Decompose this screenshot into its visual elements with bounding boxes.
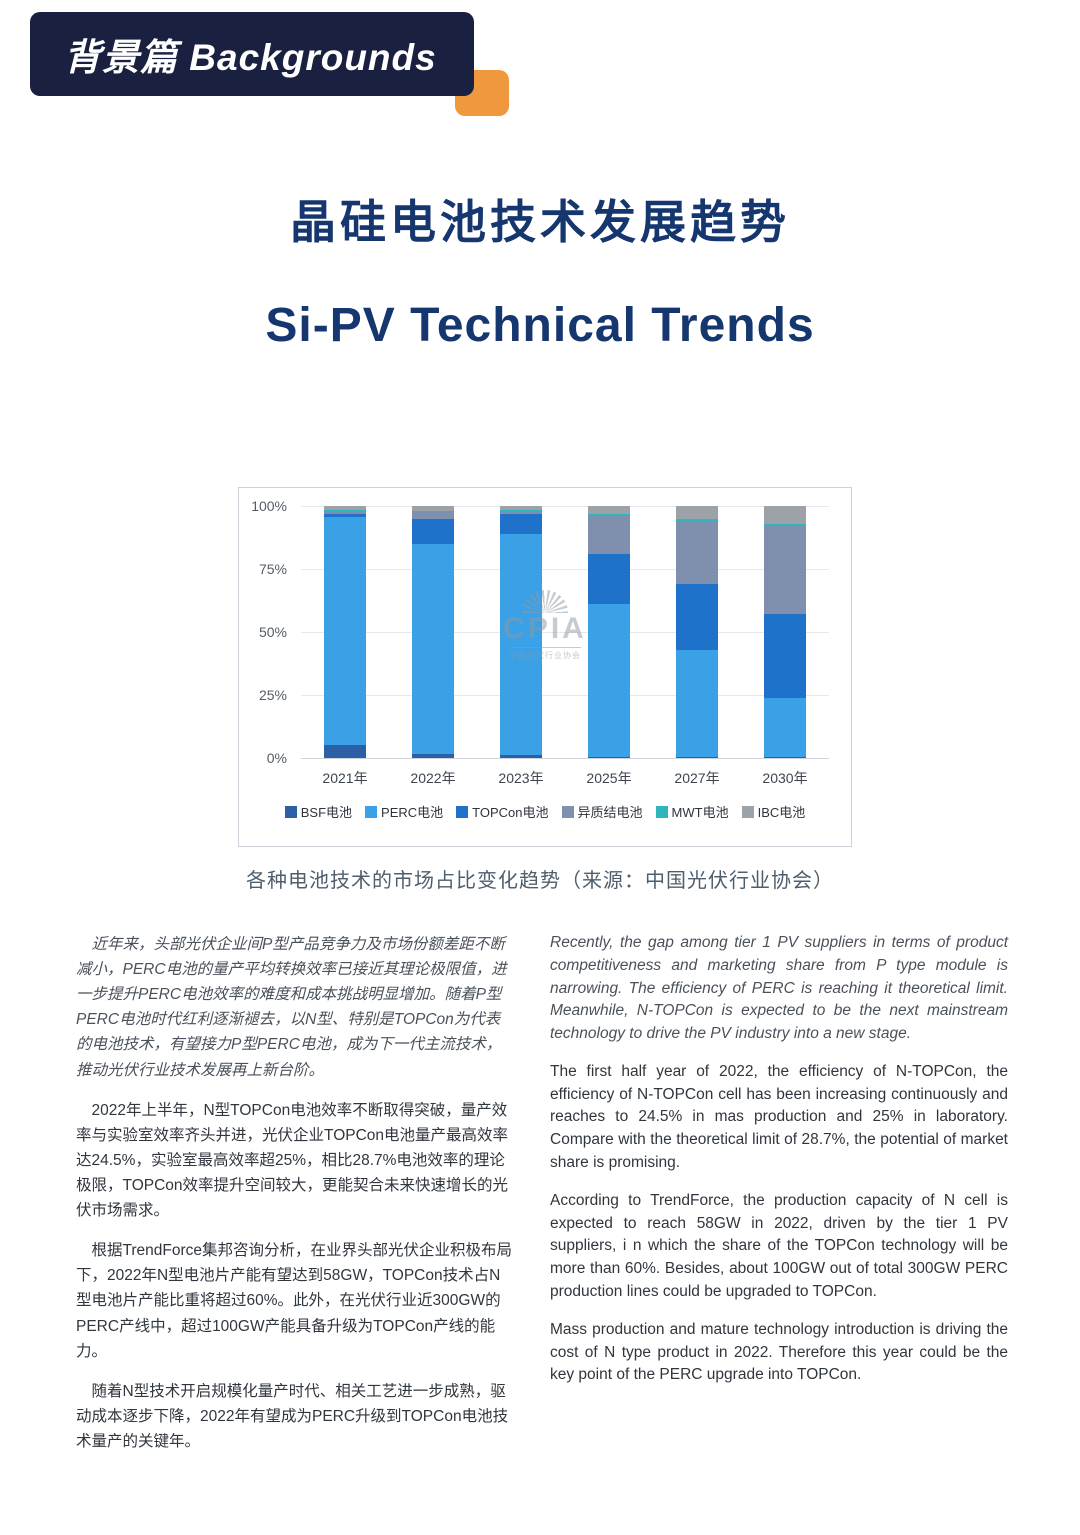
bar-segment-IBC电池	[764, 506, 806, 524]
gridline	[301, 758, 829, 759]
bar-segment-PERC电池	[324, 517, 366, 746]
legend-swatch	[655, 805, 668, 818]
bar-segment-MWT电池	[324, 509, 366, 512]
bar-segment-IBC电池	[676, 506, 718, 519]
bar-segment-PERC电池	[676, 649, 718, 757]
legend-label: PERC电池	[381, 805, 444, 820]
paragraph-zh: 随着N型技术开启规模化量产时代、相关工艺进一步成熟，驱动成本逐步下降，2022年…	[76, 1382, 509, 1450]
bar-segment-BSF电池	[500, 755, 542, 758]
paragraph-en: Mass production and mature technology in…	[550, 1320, 1008, 1384]
legend-item: BSF电池	[284, 802, 353, 821]
bar-segment-TOPCon电池	[412, 518, 454, 544]
gridline	[301, 695, 829, 696]
bar-segment-BSF电池	[588, 756, 630, 758]
bar-segment-BSF电池	[324, 745, 366, 758]
legend-label: TOPCon电池	[472, 805, 549, 820]
bar-segment-IBC电池	[324, 506, 366, 510]
bar-segment-PERC电池	[412, 543, 454, 755]
legend-swatch	[741, 805, 754, 818]
bar-segment-MWT电池	[412, 511, 454, 513]
y-tick-label: 75%	[258, 561, 287, 577]
legend-label: MWT电池	[671, 805, 729, 820]
chart-caption: 各种电池技术的市场占比变化趋势（来源：中国光伏行业协会）	[246, 870, 834, 892]
bar-segment-TOPCon电池	[324, 513, 366, 518]
bar-segment-异质结电池	[500, 511, 542, 514]
paragraph-en: Recently, the gap among tier 1 PV suppli…	[550, 934, 1008, 1043]
bar-2027年	[676, 506, 718, 758]
bar-2022年	[412, 506, 454, 758]
bar-segment-BSF电池	[676, 756, 718, 758]
page-title-en: Si-PV Technical Trends	[265, 299, 815, 352]
x-tick-label: 2021年	[322, 770, 368, 786]
bar-segment-BSF电池	[412, 754, 454, 758]
x-tick-label: 2025年	[586, 770, 632, 786]
bar-2021年	[324, 506, 366, 758]
legend-label: BSF电池	[300, 805, 353, 820]
bar-2023年	[500, 506, 542, 758]
bar-segment-PERC电池	[764, 697, 806, 757]
market-share-chart: 100% 75% 50% 25% 0% 2021年 2022年 2023年 2025年 2027…	[238, 487, 852, 847]
legend-item: TOPCon电池	[456, 802, 549, 821]
page-title-zh: 晶硅电池技术发展趋势	[290, 196, 790, 248]
bar-segment-MWT电池	[500, 509, 542, 512]
paragraph-zh: 根据TrendForce集邦咨询分析，在业界头部光伏企业积极布局下，2022年N…	[76, 1242, 513, 1360]
y-tick-label: 50%	[258, 624, 287, 640]
x-tick-label: 2027年	[674, 770, 720, 786]
legend-label: 异质结电池	[577, 805, 643, 820]
y-tick-label: 25%	[258, 687, 287, 703]
legend-item: 异质结电池	[561, 802, 643, 821]
bar-segment-IBC电池	[412, 506, 454, 512]
legend-item: IBC电池	[741, 802, 806, 821]
bar-segment-TOPCon电池	[764, 614, 806, 698]
paragraph-en: The first half year of 2022, the efficie…	[550, 1062, 1008, 1172]
section-banner: 背景篇 Backgrounds	[30, 12, 474, 96]
bar-segment-异质结电池	[764, 526, 806, 615]
bar-segment-异质结电池	[412, 512, 454, 519]
bar-segment-BSF电池	[764, 756, 806, 758]
body-right: Recently, the gap among tier 1 PV suppli…	[550, 932, 1008, 1402]
x-tick-label: 2022年	[410, 770, 456, 786]
legend-label: IBC电池	[757, 805, 806, 820]
x-tick-label: 2023年	[498, 770, 544, 786]
chart-legend: BSF电池 PERC电池 TOPCon电池 异质结电池 MWT电池 IBC电池	[239, 802, 851, 821]
bar-segment-MWT电池	[588, 513, 630, 517]
bar-segment-TOPCon电池	[588, 553, 630, 605]
legend-swatch	[284, 805, 297, 818]
chart-plot: 2021年 2022年 2023年 2025年 2027年 2030年	[301, 506, 829, 786]
bar-segment-MWT电池	[676, 518, 718, 522]
body-left: 近年来，头部光伏企业间P型产品竞争力及市场份额差距不断减小，PERC电池的量产平…	[76, 932, 514, 1469]
y-tick-label: 100%	[251, 498, 287, 514]
bar-segment-IBC电池	[588, 506, 630, 514]
legend-item: MWT电池	[655, 802, 729, 821]
bar-segment-MWT电池	[764, 523, 806, 527]
bar-segment-TOPCon电池	[676, 584, 718, 650]
x-tick-label: 2030年	[762, 770, 808, 786]
bar-segment-PERC电池	[500, 533, 542, 756]
gridline	[301, 506, 829, 507]
gridline	[301, 632, 829, 633]
legend-item: PERC电池	[365, 802, 443, 821]
bar-segment-IBC电池	[500, 506, 542, 510]
legend-swatch	[365, 805, 378, 818]
bar-segment-异质结电池	[324, 511, 366, 514]
chart-y-axis: 100% 75% 50% 25% 0%	[239, 498, 295, 766]
paragraph-zh: 2022年上半年，N型TOPCon电池效率不断取得突破，量产效率与实验室效率齐头…	[76, 1101, 509, 1220]
legend-swatch	[456, 805, 469, 818]
section-banner-label: 背景篇 Backgrounds	[64, 37, 437, 78]
bar-2030年	[764, 506, 806, 758]
y-tick-label: 0%	[266, 750, 287, 766]
gridline	[301, 569, 829, 570]
bar-segment-异质结电池	[588, 516, 630, 554]
paragraph-en: According to TrendForce, the production …	[550, 1191, 1008, 1300]
legend-swatch	[561, 805, 574, 818]
bar-segment-TOPCon电池	[500, 513, 542, 534]
bar-segment-异质结电池	[676, 521, 718, 585]
bar-segment-PERC电池	[588, 604, 630, 757]
paragraph-zh: 近年来，头部光伏企业间P型产品竞争力及市场份额差距不断减小，PERC电池的量产平…	[76, 936, 507, 1079]
bar-2025年	[588, 506, 630, 758]
